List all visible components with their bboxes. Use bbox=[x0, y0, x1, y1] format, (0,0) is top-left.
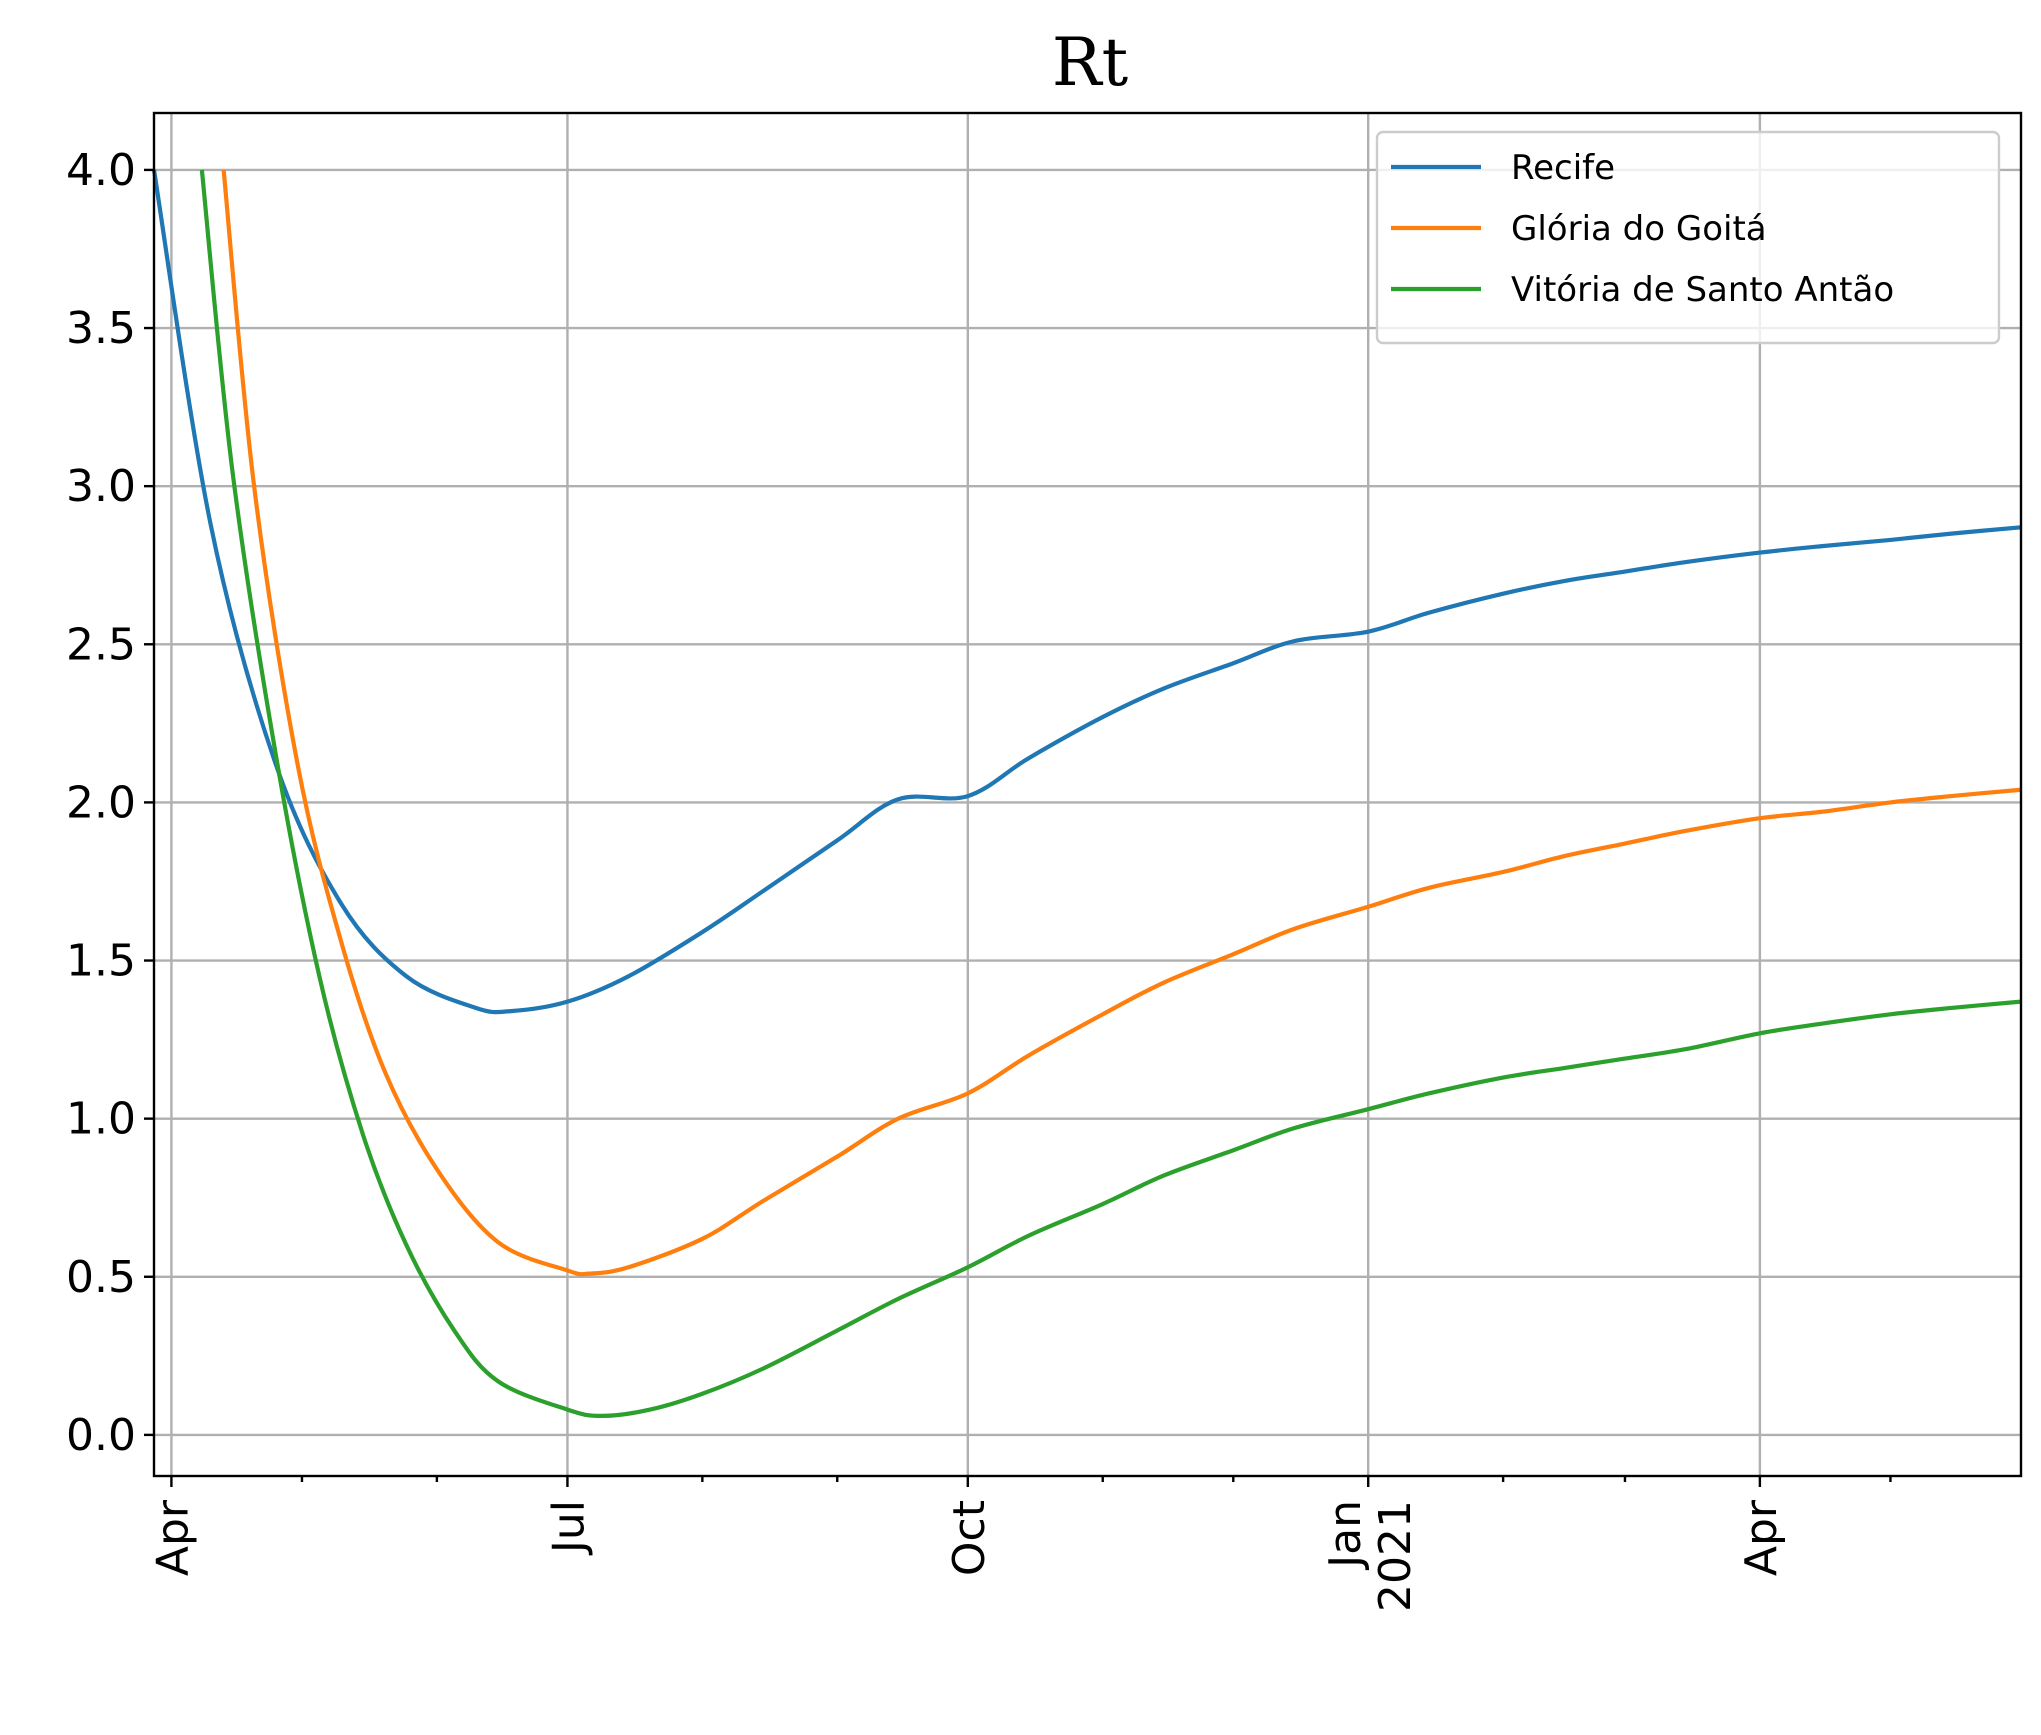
x-tick-label: Apr bbox=[1736, 1499, 1787, 1576]
grid-lines bbox=[154, 113, 2021, 1476]
y-tick-label: 0.5 bbox=[66, 1252, 136, 1303]
series-line-0 bbox=[151, 169, 2022, 1015]
legend-items: Recife Glória do Goitá Vitória de Santo An… bbox=[1391, 148, 1894, 310]
x-tick-sublabel: 2021 bbox=[1370, 1500, 1421, 1612]
x-axis-tick-labels: Apr Jul Oct Jan 2021 Apr bbox=[147, 1499, 1786, 1612]
legend-label: Glória do Goitá bbox=[1511, 209, 1767, 249]
x-tick-label: Apr bbox=[147, 1499, 198, 1576]
y-tick-label: 2.0 bbox=[66, 777, 136, 828]
plot-area-frame bbox=[152, 111, 2023, 1478]
y-tick-label: 3.5 bbox=[66, 303, 136, 354]
chart-title: Rt bbox=[1052, 24, 1128, 101]
axis-ticks bbox=[144, 168, 1892, 1487]
legend-box bbox=[1375, 130, 2001, 345]
x-tick-label-group: Jul bbox=[543, 1500, 594, 1556]
legend-label: Recife bbox=[1511, 148, 1615, 188]
y-tick-label: 1.0 bbox=[66, 1094, 136, 1145]
series-line-1 bbox=[221, 169, 2022, 1277]
x-tick-label: Jan bbox=[1320, 1500, 1371, 1571]
x-tick-label-group: Apr bbox=[147, 1499, 198, 1576]
legend-label: Vitória de Santo Antão bbox=[1511, 270, 1894, 310]
legend: Recife Glória do Goitá Vitória de Santo An… bbox=[1375, 130, 2001, 345]
y-tick-label: 0.0 bbox=[66, 1410, 136, 1461]
x-tick-label: Oct bbox=[944, 1500, 995, 1576]
series-lines bbox=[151, 169, 2022, 1419]
series-line-2 bbox=[199, 169, 2022, 1419]
y-axis-tick-labels: 0.0 0.5 1.0 1.5 2.0 2.5 3.0 3.5 4.0 bbox=[66, 145, 136, 1461]
x-tick-label: Jul bbox=[543, 1500, 594, 1556]
x-tick-label-group: Apr bbox=[1736, 1499, 1787, 1576]
y-tick-label: 3.0 bbox=[66, 461, 136, 512]
x-tick-label-group: Jan 2021 bbox=[1320, 1500, 1421, 1612]
x-tick-label-group: Oct bbox=[944, 1500, 995, 1576]
y-tick-label: 2.5 bbox=[66, 619, 136, 670]
y-tick-label: 1.5 bbox=[66, 936, 136, 987]
y-tick-label: 4.0 bbox=[66, 145, 136, 196]
